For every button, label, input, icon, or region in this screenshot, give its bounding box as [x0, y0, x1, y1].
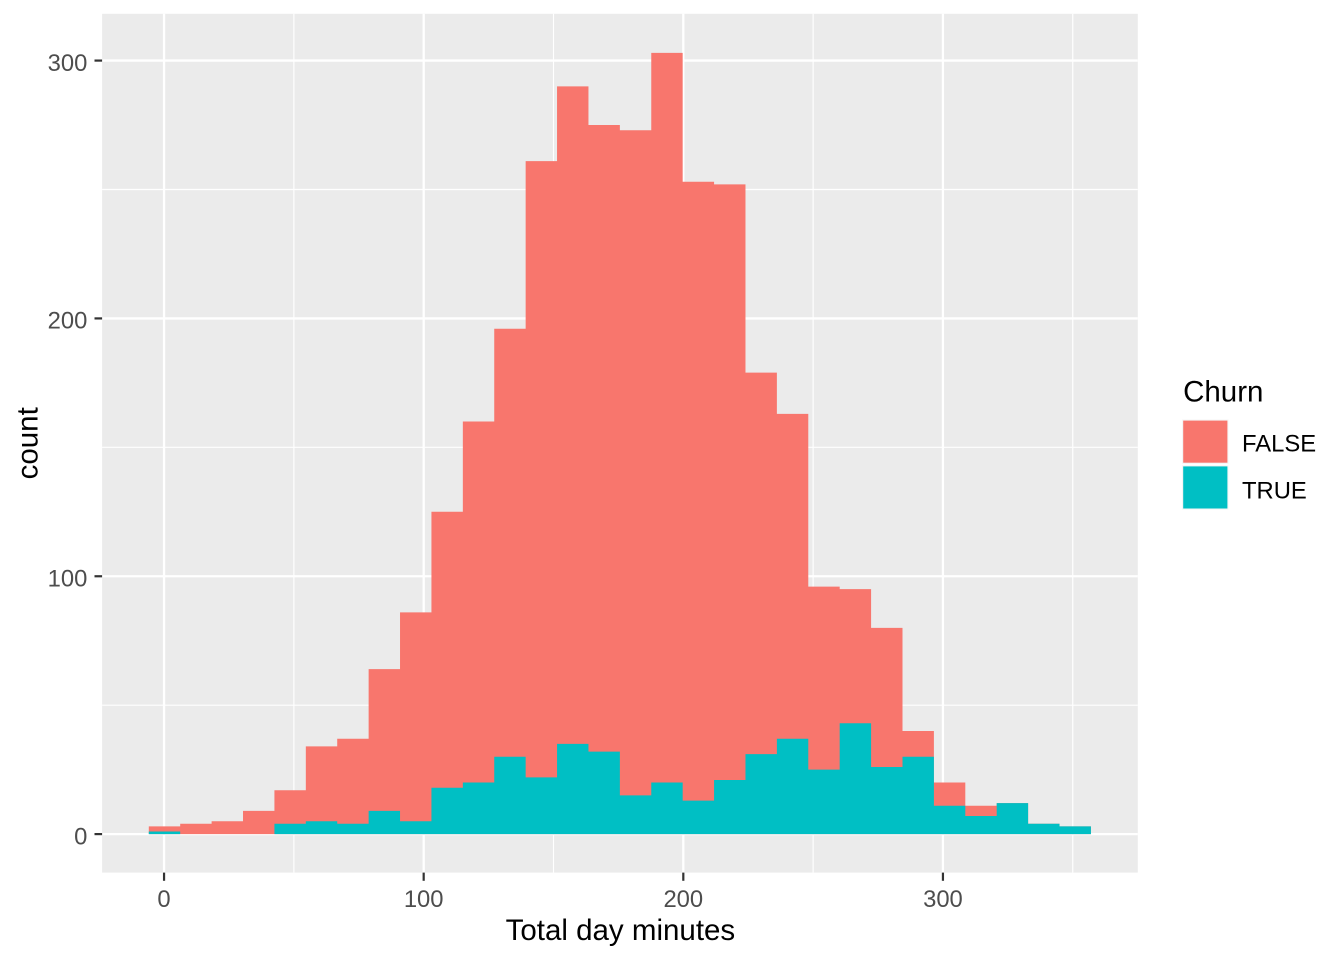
svg-text:300: 300	[48, 50, 88, 77]
svg-text:FALSE: FALSE	[1242, 430, 1316, 457]
svg-text:count: count	[11, 407, 44, 479]
svg-text:0: 0	[157, 886, 170, 913]
svg-text:200: 200	[48, 308, 88, 335]
svg-text:100: 100	[48, 566, 88, 593]
svg-text:Total day minutes: Total day minutes	[506, 914, 736, 947]
svg-text:Churn: Churn	[1183, 375, 1263, 408]
svg-text:100: 100	[404, 886, 444, 913]
svg-text:200: 200	[663, 886, 703, 913]
svg-text:300: 300	[923, 886, 963, 913]
svg-text:0: 0	[74, 823, 87, 850]
svg-text:TRUE: TRUE	[1242, 478, 1307, 505]
